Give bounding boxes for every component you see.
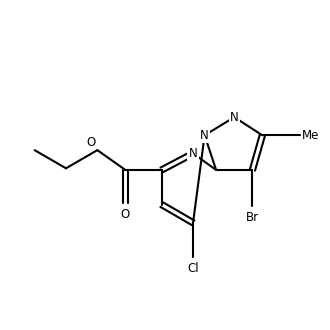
Text: Cl: Cl (187, 262, 199, 275)
Text: O: O (121, 208, 130, 221)
Text: O: O (86, 136, 96, 148)
Text: N: N (230, 111, 239, 124)
Text: Br: Br (246, 211, 259, 224)
Text: N: N (189, 147, 197, 160)
Text: N: N (200, 129, 209, 142)
Text: Me: Me (302, 129, 319, 142)
